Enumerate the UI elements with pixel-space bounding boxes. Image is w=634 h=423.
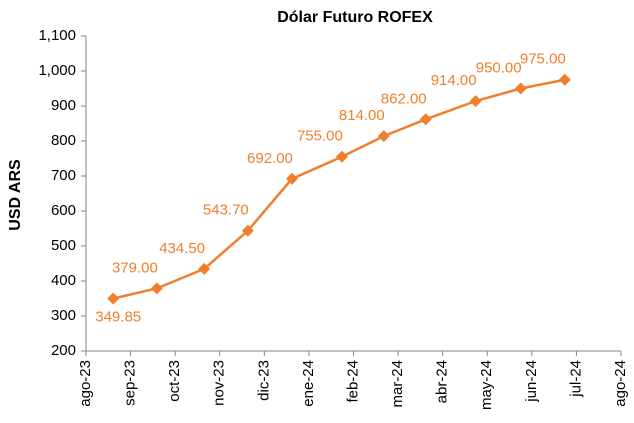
marker <box>419 113 432 126</box>
data-label: 950.00 <box>476 59 522 76</box>
y-tick-label: 200 <box>51 342 76 359</box>
data-label: 755.00 <box>297 128 343 145</box>
x-tick-label: oct-23 <box>166 360 183 402</box>
x-tick-label: ago-24 <box>612 360 629 407</box>
data-label: 975.00 <box>520 51 566 68</box>
marker <box>558 73 571 86</box>
marker <box>241 224 254 237</box>
y-tick-label: 500 <box>51 237 76 254</box>
x-tick-label: jun-24 <box>523 360 540 403</box>
y-tick-label: 1,100 <box>38 27 76 44</box>
chart-title: Dólar Futuro ROFEX <box>277 9 433 26</box>
marker <box>469 95 482 108</box>
y-tick-label: 600 <box>51 202 76 219</box>
x-tick-label: sep-23 <box>122 360 139 406</box>
marker <box>150 282 163 295</box>
y-tick-label: 1,000 <box>38 62 76 79</box>
marker <box>335 150 348 163</box>
marker <box>377 130 390 143</box>
y-tick-label: 800 <box>51 132 76 149</box>
marker <box>107 292 120 305</box>
data-label: 379.00 <box>112 259 158 276</box>
x-tick-label: may-24 <box>478 360 495 410</box>
x-tick-label: ago-23 <box>77 360 94 407</box>
x-tick-label: dic-23 <box>255 360 272 401</box>
y-tick-label: 400 <box>51 272 76 289</box>
data-label: 692.00 <box>247 150 293 167</box>
marker <box>198 262 211 275</box>
data-label: 862.00 <box>381 90 427 107</box>
data-label: 814.00 <box>339 107 385 124</box>
x-tick-label: abr-24 <box>434 360 451 403</box>
y-tick-label: 300 <box>51 307 76 324</box>
data-label: 434.50 <box>159 240 205 257</box>
x-tick-label: feb-24 <box>344 360 361 403</box>
x-tick-label: mar-24 <box>389 360 406 408</box>
x-tick-label: ene-24 <box>300 360 317 407</box>
marker <box>514 82 527 95</box>
y-tick-label: 900 <box>51 97 76 114</box>
x-tick-label: jul-24 <box>567 360 584 398</box>
x-tick-label: nov-23 <box>211 360 228 406</box>
data-label: 914.00 <box>431 72 477 89</box>
data-label: 349.85 <box>95 309 141 326</box>
data-label: 543.70 <box>203 202 249 219</box>
y-axis-label: USD ARS <box>7 159 24 231</box>
y-tick-label: 700 <box>51 167 76 184</box>
marker <box>285 172 298 185</box>
